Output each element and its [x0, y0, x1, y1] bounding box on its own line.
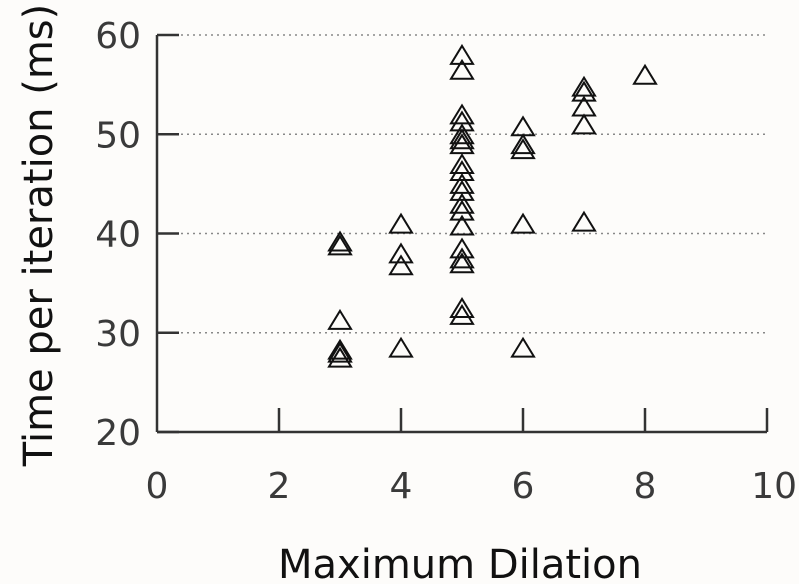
data-point-11 [449, 297, 475, 318]
data-point-34 [571, 210, 597, 232]
data-point-29 [510, 336, 536, 358]
data-point-32 [510, 133, 536, 155]
data-point-30 [510, 212, 536, 234]
data-point-38 [571, 75, 597, 97]
data-point-6 [388, 336, 414, 358]
data-point-2 [327, 338, 353, 360]
data-point-19 [449, 172, 475, 194]
x-tick-label-10: 10 [751, 466, 797, 507]
y-tick-label-60: 60 [95, 16, 141, 57]
data-point-25 [449, 110, 475, 132]
data-point-17 [449, 192, 475, 214]
data-point-10 [449, 303, 475, 325]
data-point-18 [449, 179, 475, 201]
data-point-23 [449, 128, 475, 150]
data-point-3 [327, 308, 353, 330]
x-axis-title: Maximum Dilation [278, 542, 642, 584]
data-point-27 [449, 58, 475, 80]
ticks: 20 30 40 50 60 0 2 4 6 8 10 [95, 16, 797, 507]
x-tick-label-6: 6 [512, 466, 535, 507]
data-point-21 [449, 153, 475, 175]
data-point-31 [510, 138, 536, 160]
y-tick-label-30: 30 [95, 314, 141, 355]
x-tick-label-0: 0 [146, 466, 169, 507]
data-point-26 [449, 103, 475, 125]
data-point-7 [388, 254, 414, 276]
data-point-35 [571, 113, 597, 135]
data-point-0 [327, 346, 353, 368]
x-tick-label-8: 8 [634, 466, 657, 507]
y-axis-title: Time per iteration (ms) [16, 4, 62, 467]
data-point-12 [449, 252, 475, 274]
data-point-8 [388, 242, 414, 264]
y-tick-label-20: 20 [95, 413, 141, 454]
data-point-4 [327, 234, 353, 256]
y-tick-label-50: 50 [95, 115, 141, 156]
data-point-37 [571, 80, 597, 102]
data-point-33 [510, 115, 536, 137]
data-point-5 [327, 230, 353, 252]
data-point-15 [449, 214, 475, 236]
data-point-39 [632, 63, 658, 85]
data-point-1 [327, 341, 353, 363]
data-point-24 [449, 123, 475, 145]
data-point-9 [388, 212, 414, 234]
data-points [327, 43, 658, 368]
data-point-20 [449, 160, 475, 181]
data-point-16 [449, 199, 475, 221]
data-point-28 [449, 43, 475, 65]
data-point-36 [571, 95, 597, 117]
y-tick-label-40: 40 [95, 215, 141, 256]
data-point-14 [449, 237, 475, 259]
x-tick-label-4: 4 [390, 466, 413, 507]
x-tick-label-2: 2 [268, 466, 291, 507]
